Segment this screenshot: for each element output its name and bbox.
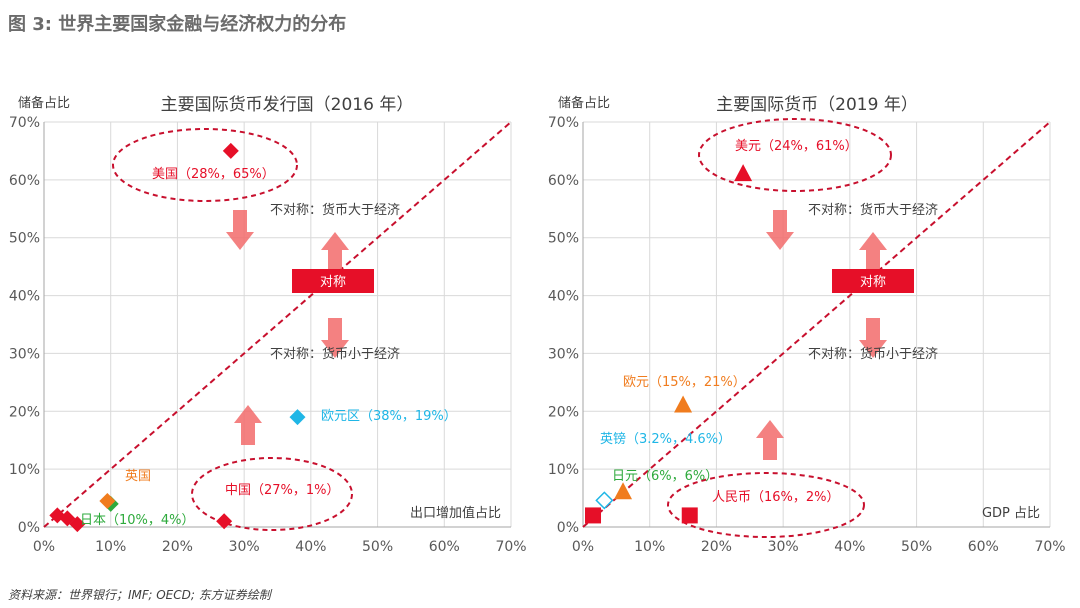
right-chart-xtick-label: 20% (701, 539, 732, 555)
left-chart-point-diamond (99, 492, 116, 509)
left-chart-data-label: 英国 (125, 469, 151, 484)
right-chart-point-square (681, 507, 698, 524)
right-chart-ytick-label: 20% (548, 404, 579, 420)
left-chart-symmetric-box (292, 269, 374, 293)
right-chart-diagonal-line (582, 121, 1051, 528)
left-chart-ytick-label: 60% (9, 173, 40, 189)
left-chart-xlabel: 出口增加值占比 (410, 505, 501, 521)
right-chart-data-label: 美元（24%，61%） (735, 139, 858, 154)
left-chart-ytick-label: 0% (18, 520, 40, 536)
left-chart-title: 主要国际货币发行国（2016 年） (161, 95, 414, 115)
left-chart-ytick-label: 70% (9, 115, 40, 131)
left-chart-highlight-ellipse (191, 457, 353, 531)
right-chart-arrow-down-icon (859, 318, 887, 358)
right-chart-highlight-ellipse (698, 118, 892, 192)
right-chart-xtick-label: 60% (968, 539, 999, 555)
right-chart-xtick-label: 40% (834, 539, 865, 555)
left-chart-point-diamond (69, 516, 86, 533)
right-chart-ytick-label: 70% (548, 115, 579, 131)
left-chart-point-diamond (222, 142, 239, 159)
left-chart-ytick-label: 10% (9, 462, 40, 478)
right-chart-ytick-label: 0% (557, 520, 579, 536)
right-chart-ytick-label: 40% (548, 289, 579, 305)
left-chart-data-label: 欧元区（38%，19%） (321, 409, 457, 424)
right-chart-xtick-label: 10% (634, 539, 665, 555)
left-chart-annotation-upper: 不对称：货币大于经济 (270, 202, 400, 218)
right-chart-data-label: 欧元（15%，21%） (623, 375, 746, 390)
right-chart-data-label: 英镑（3.2%，4.6%） (600, 431, 731, 447)
left-chart-xtick-label: 20% (162, 539, 193, 555)
right-chart-annotation-upper: 不对称：货币大于经济 (808, 202, 938, 218)
left-chart-arrow-down-icon (226, 210, 254, 250)
right-chart-point-triangle (614, 482, 633, 500)
right-chart-arrow-up-icon (756, 420, 784, 460)
left-chart-ytick-label: 20% (9, 404, 40, 420)
left-chart-xtick-label: 40% (295, 539, 326, 555)
left-chart-xtick-label: 70% (495, 539, 526, 555)
left-chart-annotation-symmetric: 对称 (320, 275, 346, 290)
right-chart-annotation-lower: 不对称：货币小于经济 (808, 346, 938, 362)
right-chart-arrow-up-icon (859, 232, 887, 272)
right-chart-xtick-label: 70% (1034, 539, 1065, 555)
right-chart-point-diamond-open (595, 491, 614, 510)
right-chart-highlight-ellipse (667, 472, 865, 538)
left-chart-xtick-label: 50% (362, 539, 393, 555)
right-chart-data-label: 日元（6%，6%） (612, 469, 718, 484)
right-chart-xlabel: GDP 占比 (982, 506, 1040, 521)
left-chart-ylabel: 储备占比 (18, 95, 70, 111)
right-chart-point-triangle (674, 395, 693, 413)
left-chart-xtick-label: 30% (229, 539, 260, 555)
left-chart-point-diamond (216, 513, 233, 530)
left-chart-highlight-ellipse (112, 128, 298, 202)
right-chart-ytick-label: 10% (548, 462, 579, 478)
left-chart-arrow-up-icon (234, 405, 262, 445)
left-chart-point-diamond (289, 409, 306, 426)
right-chart-point-triangle (734, 164, 753, 182)
right-chart-xtick-label: 0% (572, 539, 594, 555)
left-chart-data-label: 美国（28%，65%） (152, 167, 275, 182)
right-chart-data-label: 人民币（16%，2%） (712, 490, 840, 505)
source-note: 资料来源：世界银行；IMF; OECD; 东方证券绘制 (8, 588, 271, 602)
left-chart-annotation-lower: 不对称：货币小于经济 (270, 346, 400, 362)
right-chart-annotation-symmetric: 对称 (860, 275, 886, 290)
right-chart-title: 主要国际货币（2019 年） (716, 95, 918, 115)
left-chart-ytick-label: 50% (9, 231, 40, 247)
left-chart-data-label: 日本（10%，4%） (80, 513, 195, 528)
left-chart-arrow-up-icon (321, 232, 349, 272)
left-chart-data-label: 中国（27%，1%） (225, 483, 340, 498)
right-chart-xtick-label: 50% (901, 539, 932, 555)
left-chart-xtick-label: 60% (429, 539, 460, 555)
left-chart-arrow-down-icon (321, 318, 349, 358)
left-chart-ytick-label: 40% (9, 289, 40, 305)
right-chart-symmetric-box (832, 269, 914, 293)
left-chart-diagonal-line (43, 121, 512, 528)
right-chart-point-square (585, 507, 602, 524)
right-chart-arrow-down-icon (766, 210, 794, 250)
left-chart-ytick-label: 30% (9, 346, 40, 362)
right-chart-ylabel: 储备占比 (558, 95, 610, 111)
figure-title: 图 3: 世界主要国家金融与经济权力的分布 (8, 14, 347, 35)
right-chart-ytick-label: 60% (548, 173, 579, 189)
right-chart-xtick-label: 30% (768, 539, 799, 555)
right-chart-ytick-label: 50% (548, 231, 579, 247)
left-chart-xtick-label: 10% (95, 539, 126, 555)
right-chart-ytick-label: 30% (548, 346, 579, 362)
left-chart-xtick-label: 0% (33, 539, 55, 555)
